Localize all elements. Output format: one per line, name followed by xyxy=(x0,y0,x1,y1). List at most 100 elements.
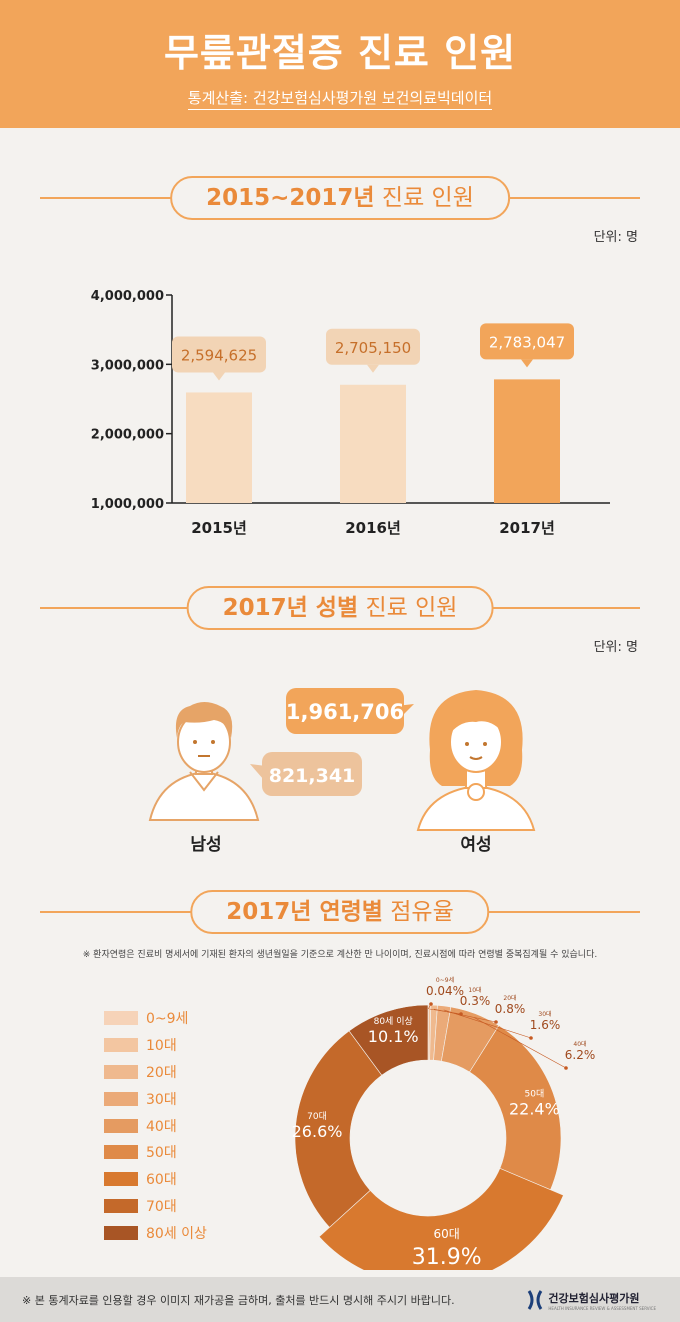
logo-text: 건강보험심사평가원 HEALTH INSURANCE REVIEW & ASSES… xyxy=(548,1290,656,1311)
female-mouth xyxy=(469,756,483,760)
female-necklace xyxy=(467,783,485,801)
male-value: 821,341 xyxy=(269,765,356,787)
legend-label: 80세 이상 xyxy=(146,1225,207,1242)
x-tick-label: 2017년 xyxy=(499,519,555,537)
logo-mark-icon xyxy=(528,1290,543,1310)
bar-value-label: 2,705,150 xyxy=(335,339,411,357)
donut-slice-value: 26.6% xyxy=(292,1122,343,1141)
donut-slice-name: 50대 xyxy=(525,1089,545,1100)
legend-item: 10대 xyxy=(104,1032,207,1059)
callout-value: 6.2% xyxy=(565,1048,596,1062)
female-left-eye xyxy=(465,742,469,746)
section2-title-pill: 2017년 성별 진료 인원 xyxy=(186,586,494,630)
male-label: 남성 xyxy=(190,835,221,855)
section2-title: 2017년 성별 진료 인원 xyxy=(0,586,680,630)
page-title: 무릎관절증 진료 인원 xyxy=(163,31,517,75)
bar-value-label: 2,594,625 xyxy=(181,346,257,364)
female-bangs xyxy=(448,706,506,736)
donut-slice xyxy=(469,1025,562,1191)
section2-unit: 단위: 명 xyxy=(593,640,638,655)
callout-value: 0.3% xyxy=(460,994,491,1008)
section2-title-rest: 진료 인원 xyxy=(365,595,458,621)
y-tick-label: 2,000,000 xyxy=(91,428,164,443)
legend-label: 70대 xyxy=(146,1198,177,1215)
female-bubble-box xyxy=(286,688,404,734)
female-right-eye xyxy=(483,742,487,746)
y-tick-label: 1,000,000 xyxy=(91,497,164,512)
callout-value: 0.8% xyxy=(495,1002,526,1016)
legend-item: 60대 xyxy=(104,1166,207,1193)
section3-title-bold: 2017년 연령별 xyxy=(226,899,383,925)
donut-slice-name: 80세 이상 xyxy=(374,1016,413,1027)
male-left-eye xyxy=(193,740,197,744)
callout-name: 20대 xyxy=(503,994,516,1002)
callout-value: 0.04% xyxy=(426,984,464,998)
bar-value-bubble-tail xyxy=(213,372,225,381)
bar-value-bubble xyxy=(326,328,420,365)
donut-slice xyxy=(348,1004,429,1076)
legend-item: 0~9세 xyxy=(104,1005,207,1032)
section1-unit: 단위: 명 xyxy=(593,230,638,245)
legend-item: 40대 xyxy=(104,1112,207,1139)
bar-value-bubble xyxy=(172,336,266,373)
x-tick-label: 2015년 xyxy=(191,519,247,537)
callout-value: 1.6% xyxy=(530,1018,561,1032)
legend-item: 50대 xyxy=(104,1139,207,1166)
section1-title-bold: 2015~2017년 xyxy=(206,185,375,211)
bar-chart: 1,000,000 2,000,000 3,000,000 4,000,000 2,59… xyxy=(91,289,610,537)
donut-slice-name: 70대 xyxy=(307,1111,327,1122)
legend-label: 20대 xyxy=(146,1064,177,1081)
donut-slice-name: 60대 xyxy=(434,1227,460,1241)
female-bubble-tail xyxy=(396,704,414,720)
male-value-bubble: 821,341 xyxy=(250,752,362,796)
female-value-bubble: 1,961,706 xyxy=(286,688,414,734)
male-collar xyxy=(189,771,219,792)
y-tick-label: 3,000,000 xyxy=(91,358,164,373)
donut-slice-value: 31.9% xyxy=(412,1245,482,1270)
legend-swatch xyxy=(104,1011,138,1026)
male-figure xyxy=(148,702,260,821)
y-tick-label: 4,000,000 xyxy=(91,289,164,304)
legend-item: 70대 xyxy=(104,1193,207,1220)
legend-swatch xyxy=(104,1091,138,1106)
donut-slice-value: 10.1% xyxy=(368,1027,419,1046)
legend-item: 80세 이상 xyxy=(104,1219,207,1246)
callout-dot xyxy=(529,1036,533,1040)
female-figure xyxy=(416,690,536,831)
male-shoulders xyxy=(148,770,260,821)
legend-swatch xyxy=(104,1145,138,1160)
callout-name: 30대 xyxy=(538,1010,551,1018)
section1-title: 2015~2017년 진료 인원 xyxy=(0,176,680,220)
legend-label: 60대 xyxy=(146,1172,177,1189)
callout-name: 0~9세 xyxy=(436,976,454,984)
bar-value-bubble-tail xyxy=(367,364,379,373)
legend-label: 0~9세 xyxy=(146,1011,189,1028)
section3-title: 2017년 연령별 점유율 xyxy=(0,890,680,934)
legend-swatch xyxy=(104,1198,138,1213)
footer-text: ※ 본 통계자료를 인용할 경우 이미지 재가공을 금하며, 출처를 반드시 명… xyxy=(22,1294,455,1307)
callout-name: 10대 xyxy=(468,986,481,994)
bar-value-label: 2,783,047 xyxy=(489,333,565,351)
section3-title-rest: 점유율 xyxy=(390,899,454,925)
female-label: 여성 xyxy=(460,835,491,855)
legend-item: 30대 xyxy=(104,1085,207,1112)
bar-value-bubble-tail xyxy=(521,359,533,368)
callout-dot xyxy=(429,1002,433,1006)
legend-label: 40대 xyxy=(146,1118,177,1135)
legend-item: 20대 xyxy=(104,1059,207,1086)
gender-illustration: 1,961,706 821,341 남성 여성 xyxy=(148,688,536,855)
callout-line xyxy=(433,1008,497,1023)
logo-name: 건강보험심사평가원 xyxy=(548,1291,640,1305)
logo-subtext: HEALTH INSURANCE REVIEW & ASSESSMENT SER… xyxy=(548,1305,656,1311)
header-banner: 무릎관절증 진료 인원 통계산출: 건강보험심사평가원 보건의료빅데이터 xyxy=(0,0,680,128)
section3-title-pill: 2017년 연령별 점유율 xyxy=(190,890,490,934)
female-value: 1,961,706 xyxy=(286,700,404,724)
bar xyxy=(494,379,560,503)
donut-slice xyxy=(294,1030,383,1228)
legend-swatch xyxy=(104,1172,138,1187)
male-bubble-box xyxy=(262,752,362,796)
legend-swatch xyxy=(104,1118,138,1133)
age-note: ※ 환자연령은 진료비 명세서에 기재된 환자의 생년월일을 기준으로 계산한 … xyxy=(82,950,598,960)
footer-logo: 건강보험심사평가원 HEALTH INSURANCE REVIEW & ASSES… xyxy=(527,1286,656,1314)
